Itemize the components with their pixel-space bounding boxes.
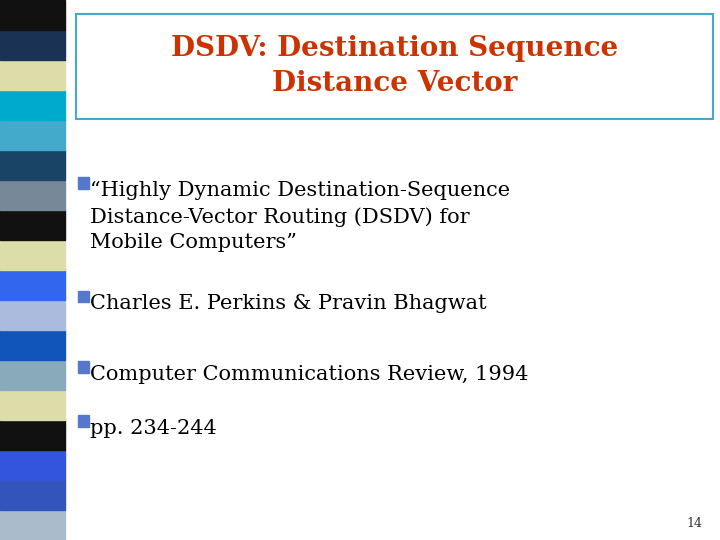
Bar <box>78 291 89 302</box>
Text: pp. 234-244: pp. 234-244 <box>90 418 217 437</box>
FancyBboxPatch shape <box>76 14 713 119</box>
Text: 14: 14 <box>686 517 702 530</box>
Text: Computer Communications Review, 1994: Computer Communications Review, 1994 <box>90 364 528 383</box>
Bar <box>78 361 89 373</box>
Bar <box>78 178 89 189</box>
Text: “Highly Dynamic Destination-Sequence
Distance-Vector Routing (DSDV) for
Mobile C: “Highly Dynamic Destination-Sequence Dis… <box>90 181 510 253</box>
Bar <box>78 415 89 427</box>
Text: Charles E. Perkins & Pravin Bhagwat: Charles E. Perkins & Pravin Bhagwat <box>90 294 487 313</box>
Text: DSDV: Destination Sequence
Distance Vector: DSDV: Destination Sequence Distance Vect… <box>171 35 618 97</box>
